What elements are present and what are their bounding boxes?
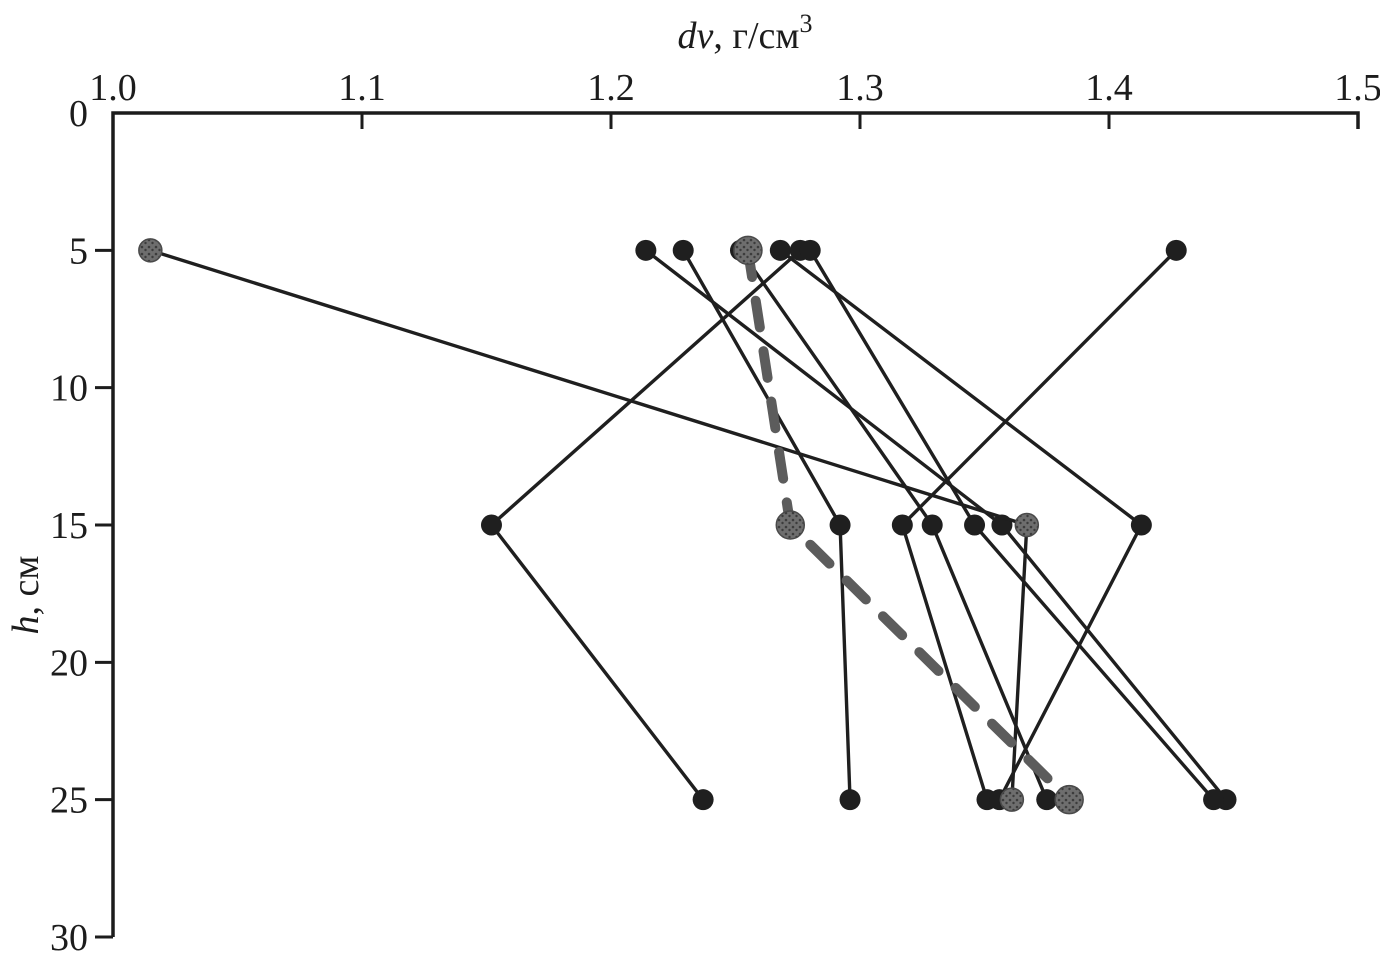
x-axis-labels: 1.0 1.1 1.2 1.3 1.4 1.5 (89, 67, 1380, 109)
x-axis-ticks (360, 113, 1111, 129)
y-tick-label: 30 (50, 917, 88, 959)
data-point-marker (635, 239, 657, 261)
data-point-marker (964, 514, 986, 536)
series-layer (138, 235, 1237, 815)
data-point-marker (775, 510, 806, 540)
data-point-marker (1165, 239, 1187, 261)
y-tick-label: 10 (50, 368, 88, 410)
data-point-marker (733, 235, 763, 266)
y-axis-ticks (95, 248, 113, 939)
x-tick-label: 1.5 (1334, 67, 1380, 109)
x-tick-label: 1.1 (338, 67, 386, 109)
x-tick-label: 1.4 (1085, 67, 1133, 109)
series-mean (733, 235, 1084, 815)
data-point-marker (1130, 514, 1152, 536)
y-tick-label: 25 (50, 780, 88, 822)
data-point-marker (921, 514, 943, 536)
x-axis-title: dv, г/см3 (678, 9, 813, 57)
data-point-marker (480, 514, 502, 536)
x-tick-label: 1.0 (89, 67, 137, 109)
data-point-marker (1054, 784, 1084, 815)
data-point-marker (799, 239, 821, 261)
y-tick-label: 15 (50, 505, 88, 547)
y-tick-label: 0 (69, 93, 88, 135)
y-axis-labels: 0 5 10 15 20 25 30 (50, 93, 88, 959)
series-profile-3 (635, 239, 1237, 811)
data-point-marker (839, 789, 861, 811)
data-point-marker (1014, 512, 1040, 538)
series-profile-4 (672, 239, 861, 811)
series-profile-1 (891, 239, 1187, 811)
axes (95, 111, 1360, 939)
data-point-marker (891, 514, 913, 536)
series-profile-2 (769, 239, 1152, 811)
data-point-marker (1036, 789, 1058, 811)
data-point-marker (829, 514, 851, 536)
data-point-marker (1203, 789, 1225, 811)
y-tick-label: 5 (69, 230, 88, 272)
data-point-marker (999, 787, 1025, 812)
series-profile-7 (799, 239, 1225, 811)
x-tick-label: 1.2 (587, 67, 635, 109)
data-point-marker (672, 239, 694, 261)
series-profile-8 (138, 238, 1040, 812)
y-axis-title: h, см (5, 556, 47, 635)
x-tick-label: 1.3 (836, 67, 884, 109)
data-point-marker (138, 238, 163, 263)
data-point-marker (769, 239, 791, 261)
data-point-marker (692, 789, 714, 811)
y-tick-label: 20 (50, 642, 88, 684)
axis-frame-line (111, 111, 1360, 937)
